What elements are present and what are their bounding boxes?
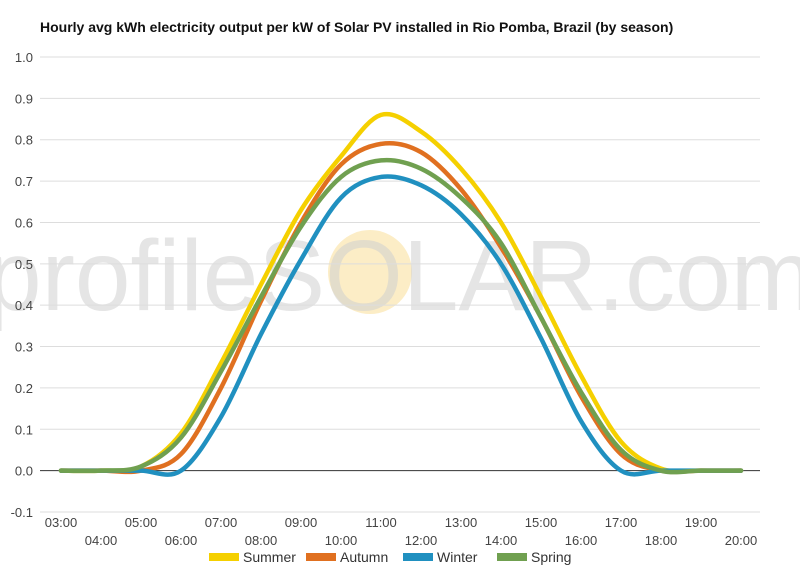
y-tick-label: 0.4 xyxy=(15,298,33,313)
x-tick-label: 20:00 xyxy=(725,533,758,548)
legend-label: Autumn xyxy=(340,549,388,565)
y-tick-label: -0.1 xyxy=(11,505,33,520)
grid-lines xyxy=(40,56,760,513)
series-lines xyxy=(58,111,744,477)
chart-title: Hourly avg kWh electricity output per kW… xyxy=(40,19,674,35)
legend: Summer Autumn Winter Spring xyxy=(209,549,571,565)
legend-swatch xyxy=(497,553,527,561)
x-tick-label: 05:00 xyxy=(125,515,158,530)
legend-item-autumn[interactable]: Autumn xyxy=(306,549,388,565)
y-tick-label: 0.2 xyxy=(15,381,33,396)
y-tick-label: 0.3 xyxy=(15,340,33,355)
legend-label: Winter xyxy=(437,549,478,565)
y-axis-ticks: 1.0 0.9 0.8 0.7 0.6 0.5 0.4 0.3 0.2 0.1 0.0 -0.1 xyxy=(11,50,33,520)
x-tick-label: 04:00 xyxy=(85,533,118,548)
watermark-text: profileSOLAR.com xyxy=(0,220,800,332)
y-tick-label: 0.1 xyxy=(15,422,33,437)
x-tick-label: 03:00 xyxy=(45,515,78,530)
x-tick-label: 15:00 xyxy=(525,515,558,530)
y-tick-label: 0.9 xyxy=(15,91,33,106)
y-tick-label: 0.7 xyxy=(15,174,33,189)
x-tick-label: 09:00 xyxy=(285,515,318,530)
legend-swatch xyxy=(306,553,336,561)
legend-item-winter[interactable]: Winter xyxy=(403,549,478,565)
series-line-autumn xyxy=(58,140,744,475)
series-line-summer xyxy=(58,111,744,474)
legend-item-summer[interactable]: Summer xyxy=(209,549,296,565)
y-tick-label: 0.5 xyxy=(15,257,33,272)
watermark-sun-icon xyxy=(328,230,412,314)
series-line-winter xyxy=(58,174,744,477)
x-tick-label: 11:00 xyxy=(365,515,397,530)
x-tick-label: 06:00 xyxy=(165,533,198,548)
legend-swatch xyxy=(209,553,239,561)
x-tick-label: 08:00 xyxy=(245,533,278,548)
x-tick-label: 10:00 xyxy=(325,533,358,548)
x-tick-label: 14:00 xyxy=(485,533,518,548)
x-tick-label: 12:00 xyxy=(405,533,438,548)
y-tick-label: 0.6 xyxy=(15,215,33,230)
series-line-spring xyxy=(58,157,744,475)
y-tick-label: 1.0 xyxy=(15,50,33,65)
watermark: profileSOLAR.com xyxy=(0,220,800,332)
legend-label: Summer xyxy=(243,549,296,565)
legend-item-spring[interactable]: Spring xyxy=(497,549,571,565)
x-tick-label: 17:00 xyxy=(605,515,638,530)
x-tick-label: 19:00 xyxy=(685,515,718,530)
x-tick-label: 07:00 xyxy=(205,515,238,530)
y-tick-label: 0.0 xyxy=(15,464,33,479)
x-tick-label: 16:00 xyxy=(565,533,598,548)
x-axis-ticks: 03:00 04:00 05:00 06:00 07:00 08:00 09:00 10:00… xyxy=(45,515,758,548)
y-tick-label: 0.8 xyxy=(15,133,33,148)
x-tick-label: 13:00 xyxy=(445,515,478,530)
legend-label: Spring xyxy=(531,549,571,565)
x-tick-label: 18:00 xyxy=(645,533,678,548)
legend-swatch xyxy=(403,553,433,561)
